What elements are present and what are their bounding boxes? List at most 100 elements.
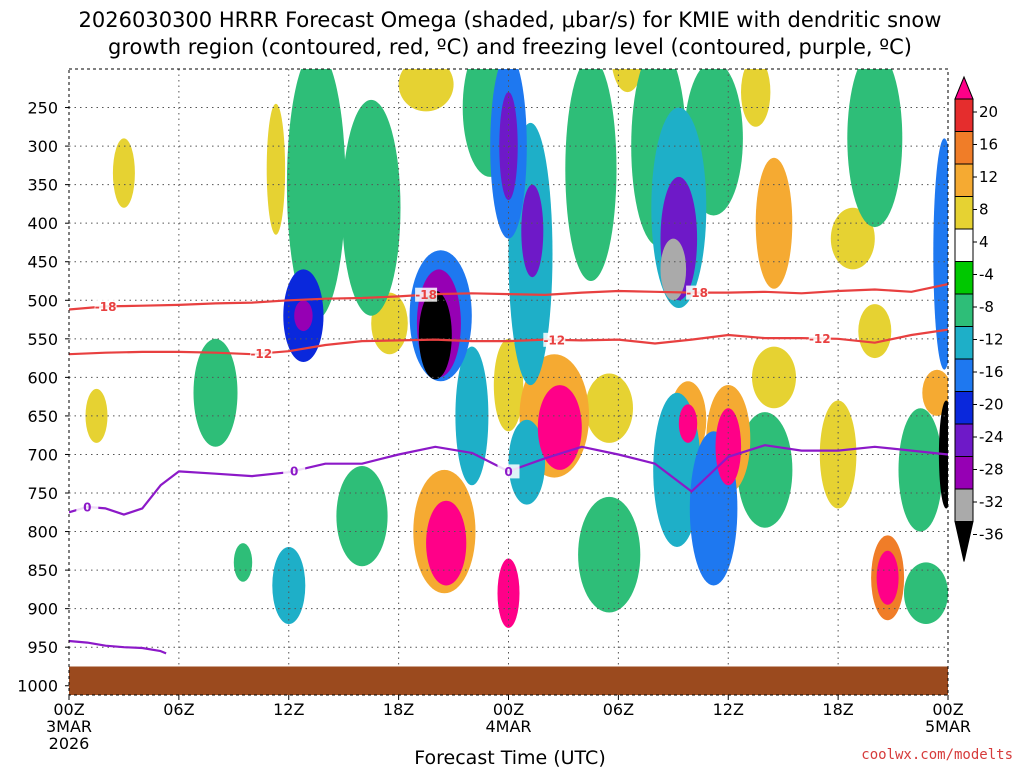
omega-cell [898, 408, 943, 532]
colorbar-swatch [954, 326, 974, 360]
colorbar-label: 4 [979, 233, 989, 251]
contour-line [69, 283, 948, 311]
x-tick-label: 5MAR [925, 717, 971, 736]
colorbar-label: 12 [979, 168, 998, 186]
y-tick-label: 600 [27, 368, 58, 387]
x-tick-label: 18Z [822, 700, 853, 719]
colorbar-swatch [954, 98, 974, 132]
omega-cell [336, 465, 388, 567]
x-tick-label: 18Z [383, 700, 414, 719]
omega-cell [922, 369, 948, 416]
omega-cell [585, 373, 633, 443]
omega-cell [341, 99, 401, 316]
colorbar-swatch [954, 131, 974, 165]
y-tick-label: 400 [27, 214, 58, 233]
y-tick-label: 750 [27, 484, 58, 503]
y-tick-label: 450 [27, 253, 58, 272]
omega-cell [715, 408, 742, 486]
omega-cell [537, 385, 582, 470]
isotherm-contours: -18 -18 -18 -12 -12 -12 0 0 0 [69, 283, 948, 655]
omega-cell [497, 558, 520, 628]
source-credit: coolwx.com/modelts [861, 747, 1013, 763]
contour-label-bg [543, 332, 566, 347]
colorbar-label: 8 [979, 201, 989, 219]
y-tick-label: 250 [27, 99, 58, 118]
omega-shading [85, 69, 948, 628]
colorbar-label: 20 [979, 103, 998, 121]
contour-label: -18 [95, 300, 117, 314]
omega-cell [418, 290, 452, 380]
contour-label: -12 [250, 347, 272, 361]
contour-label-bg [497, 464, 520, 479]
y-tick-label: 500 [27, 291, 58, 310]
x-tick-label: 2026 [49, 734, 90, 753]
colorbar-label: -4 [979, 266, 994, 284]
x-tick-label: 12Z [713, 700, 744, 719]
colorbar-top-arrow [954, 75, 974, 100]
omega-cell [876, 550, 899, 605]
omega-cell [678, 404, 698, 443]
colorbar-label: -24 [979, 428, 1004, 446]
contour-line [69, 328, 948, 356]
contour-label: -18 [686, 286, 708, 300]
x-tick-label: 00Z [493, 700, 524, 719]
x-tick-label: 4MAR [485, 717, 531, 736]
colorbar-swatch [954, 293, 974, 327]
omega-cell [233, 543, 253, 582]
colorbar-bottom-arrow [954, 521, 974, 562]
omega-cell [612, 69, 643, 93]
x-axis-label: Forecast Time (UTC) [414, 747, 605, 768]
omega-cell [741, 69, 771, 127]
omega-cell [904, 562, 948, 624]
x-tick-label: 00Z [53, 700, 84, 719]
y-tick-label: 650 [27, 407, 58, 426]
colorbar-label: -20 [979, 396, 1004, 414]
colorbar-swatch [954, 488, 974, 522]
contour-label: 0 [83, 500, 91, 514]
colorbar-label: -32 [979, 493, 1004, 511]
colorbar-swatch [954, 358, 974, 392]
colorbar-swatch [954, 391, 974, 425]
omega-cell [521, 184, 544, 278]
contour-label: -18 [415, 288, 437, 302]
contour-label-bg [415, 287, 438, 302]
omega-cell [737, 412, 793, 528]
contour-line [69, 639, 167, 655]
contour-label: -12 [543, 333, 565, 347]
contour-label-bg [94, 299, 117, 314]
omega-cell [272, 547, 306, 624]
y-tick-label: 300 [27, 137, 58, 156]
omega-cell [933, 138, 948, 370]
contour-label: 0 [504, 465, 512, 479]
ground-surface [69, 666, 948, 695]
colorbar-swatch [954, 456, 974, 490]
contour-label: -12 [809, 332, 831, 346]
omega-cell [660, 238, 687, 301]
x-tick-label: 06Z [163, 700, 194, 719]
omega-cell [112, 138, 135, 208]
colorbar-swatch [954, 423, 974, 457]
y-tick-label: 800 [27, 523, 58, 542]
colorbar-label: -36 [979, 526, 1004, 544]
omega-cell [858, 304, 892, 359]
omega-cell [578, 496, 641, 613]
contour-label-bg [250, 346, 273, 361]
colorbar-label: -12 [979, 331, 1004, 349]
colorbar-swatch [954, 196, 974, 230]
y-tick-label: 850 [27, 561, 58, 580]
omega-cell [286, 69, 346, 320]
contour-label-bg [686, 285, 709, 300]
colorbar-label: -16 [979, 363, 1004, 381]
colorbar-legend: 20 16 12 8 4 -4 -8 -12 -16 -20 -24 -28 -32 -36 [954, 75, 1004, 562]
omega-cell [565, 69, 617, 281]
omega-cell [830, 207, 875, 270]
colorbar-swatch [954, 261, 974, 295]
omega-cell [493, 338, 524, 432]
colorbar-label: -8 [979, 298, 994, 316]
omega-cell [847, 69, 903, 228]
contour-label: 0 [290, 464, 298, 478]
y-tick-label: 350 [27, 176, 58, 195]
x-tick-label: 06Z [603, 700, 634, 719]
